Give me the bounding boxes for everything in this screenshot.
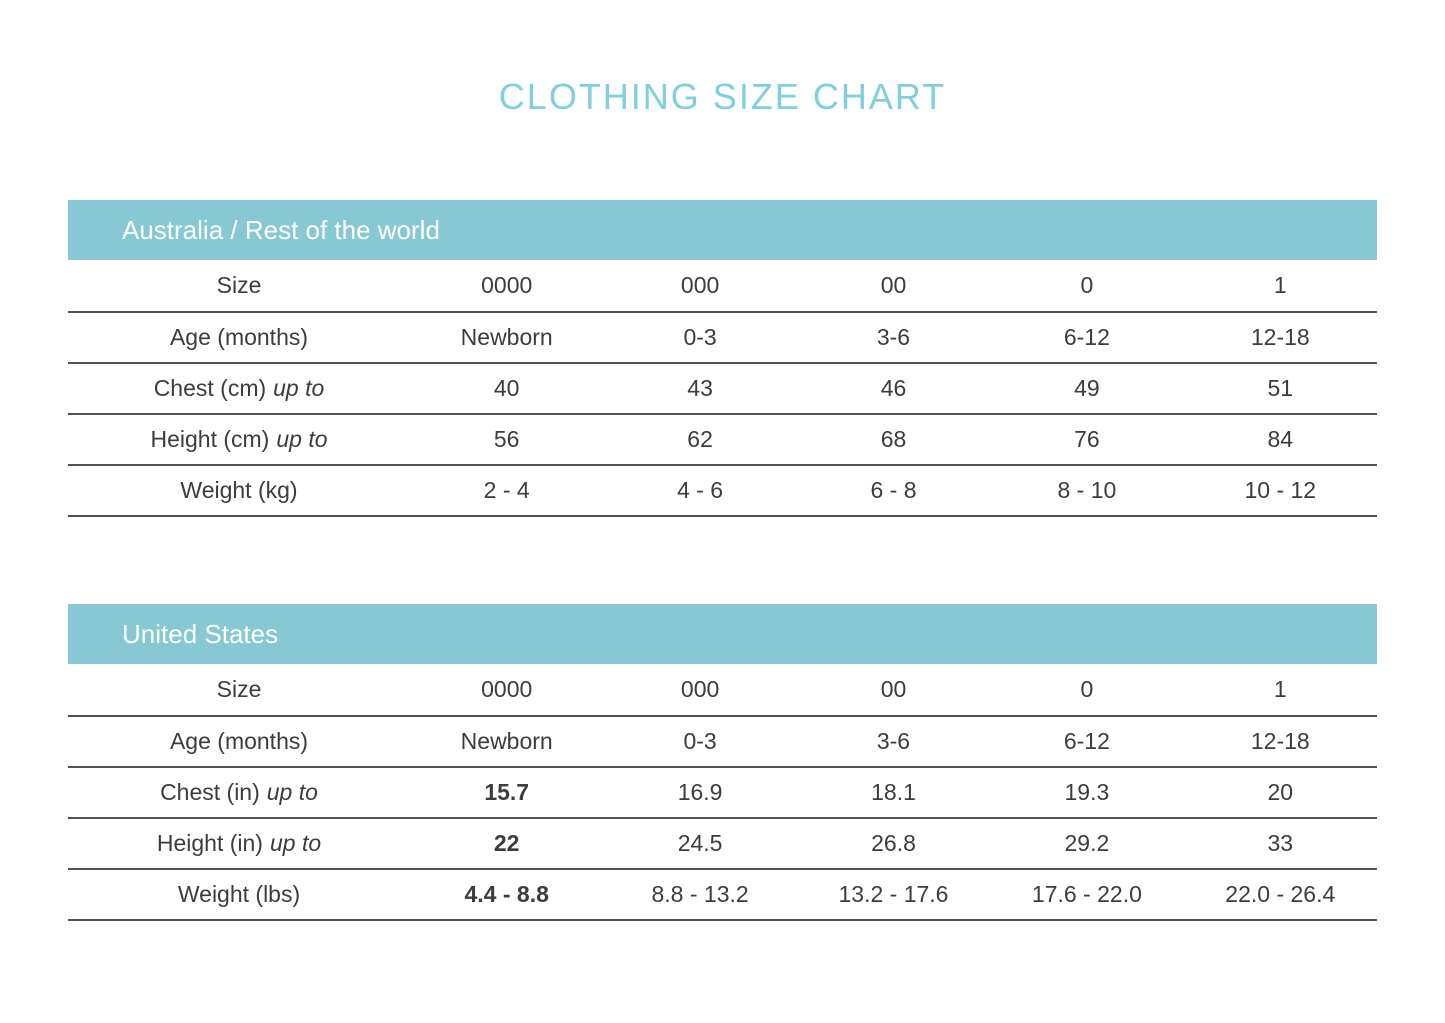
table-region-label: United States [122,618,279,649]
value-cell: 3-6 [876,728,911,754]
value-cell: 13.2 - 17.6 [838,881,949,907]
table-row: Weight (lbs) 4.4 - 8.8 8.8 - 13.2 13.2 - 17… [68,870,1377,921]
row-label-cell: Chest (in) up to [68,779,410,806]
row-label-cell: Age (months) [68,728,410,755]
table-row: Chest (cm) up to 40 43 46 49 51 [68,364,1377,415]
row-label-cell: Size [68,676,410,703]
value-cell: 68 [880,426,907,452]
value-cell: 40 [493,375,520,401]
table-row: Size 0000 000 00 0 1 [68,664,1377,717]
table-australia-rest-of-world: Australia / Rest of the world Size 0000 00… [68,200,1377,517]
row-label: Size [216,676,262,702]
value-cell: 15.7 [484,779,530,805]
table-rows-united-states: Size 0000 000 00 0 1 Age (months) Newborn 0-3 3-6… [68,664,1377,921]
value-cell: 2 - 4 [483,477,530,503]
table-row: Age (months) Newborn 0-3 3-6 6-12 12-18 [68,313,1377,364]
value-cell: 1 [1273,272,1287,298]
table-united-states: United States Size 0000 000 00 0 1 Age (months… [68,604,1377,921]
value-cell: 00 [880,272,907,298]
row-label-cell: Size [68,272,410,299]
value-cell: 0 [1080,676,1094,702]
value-cell: 4 - 6 [677,477,724,503]
value-cell: 18.1 [871,779,916,805]
table-rows-australia: Size 0000 000 00 0 1 Age (months) Newborn 0-3 3-6… [68,260,1377,517]
value-cell: 0-3 [683,324,717,350]
value-cell: 43 [687,375,713,401]
row-label-cell: Weight (kg) [68,477,410,504]
value-cell: 84 [1267,426,1294,452]
value-cell: 12-18 [1250,324,1310,350]
value-cell: 49 [1074,375,1100,401]
value-cell: 000 [680,676,720,702]
value-cell: 1 [1273,676,1287,702]
row-label-italic-suffix: up to [266,779,318,805]
row-label: Weight (kg) [180,477,298,503]
value-cell: 19.3 [1064,779,1110,805]
row-label-cell: Age (months) [68,324,410,351]
row-label: Weight (lbs) [177,881,301,907]
row-label-italic-suffix: up to [273,375,325,401]
value-cell: 00 [880,676,907,702]
value-cell: 24.5 [677,830,723,856]
row-label: Age (months) [169,728,309,754]
row-label: Chest (cm) [153,375,267,401]
value-cell: 33 [1267,830,1294,856]
value-cell: 3-6 [876,324,911,350]
row-label-cell: Weight (lbs) [68,881,410,908]
table-row: Age (months) Newborn 0-3 3-6 6-12 12-18 [68,717,1377,768]
value-cell: 6-12 [1063,728,1110,754]
table-region-label: Australia / Rest of the world [122,214,440,245]
value-cell: 000 [680,272,720,298]
value-cell: 26.8 [871,830,916,856]
value-cell: 29.2 [1064,830,1110,856]
table-header-australia: Australia / Rest of the world [68,200,1377,260]
page-title: CLOTHING SIZE CHART [498,76,947,117]
table-row: Chest (in) up to 15.7 16.9 18.1 19.3 20 [68,768,1377,819]
row-label-italic-suffix: up to [276,426,328,452]
row-label-cell: Height (cm) up to [68,426,410,453]
value-cell: Newborn [460,324,553,350]
table-row: Weight (kg) 2 - 4 4 - 6 6 - 8 8 - 10 10 - 12 [68,466,1377,517]
value-cell: 0000 [481,272,533,298]
value-cell: 8.8 - 13.2 [651,881,749,907]
row-label-italic-suffix: up to [269,830,322,856]
row-label: Chest (in) [160,779,260,805]
value-cell: 4.4 - 8.8 [464,881,549,907]
table-row: Height (in) up to 22 24.5 26.8 29.2 33 [68,819,1377,870]
row-label: Height (cm) [150,426,270,452]
table-row: Size 0000 000 00 0 1 [68,260,1377,313]
value-cell: 22 [493,830,520,856]
row-label-cell: Chest (cm) up to [68,375,410,402]
value-cell: 76 [1074,426,1100,452]
value-cell: 8 - 10 [1057,477,1117,503]
value-cell: 6 - 8 [870,477,917,503]
value-cell: 51 [1267,375,1294,401]
value-cell: 56 [493,426,520,452]
value-cell: 6-12 [1063,324,1110,350]
row-label: Height (in) [156,830,263,856]
row-label: Age (months) [169,324,309,350]
value-cell: 0000 [481,676,533,702]
table-row: Height (cm) up to 56 62 68 76 84 [68,415,1377,466]
row-label-cell: Height (in) up to [68,830,410,857]
value-cell: 16.9 [677,779,723,805]
value-cell: Newborn [460,728,553,754]
value-cell: 22.0 - 26.4 [1225,881,1336,907]
value-cell: 0 [1080,272,1094,298]
value-cell: 10 - 12 [1244,477,1317,503]
value-cell: 62 [687,426,713,452]
value-cell: 17.6 - 22.0 [1031,881,1142,907]
value-cell: 46 [880,375,907,401]
value-cell: 12-18 [1250,728,1310,754]
value-cell: 0-3 [683,728,717,754]
table-header-united-states: United States [68,604,1377,664]
row-label: Size [216,272,262,298]
value-cell: 20 [1267,779,1294,805]
